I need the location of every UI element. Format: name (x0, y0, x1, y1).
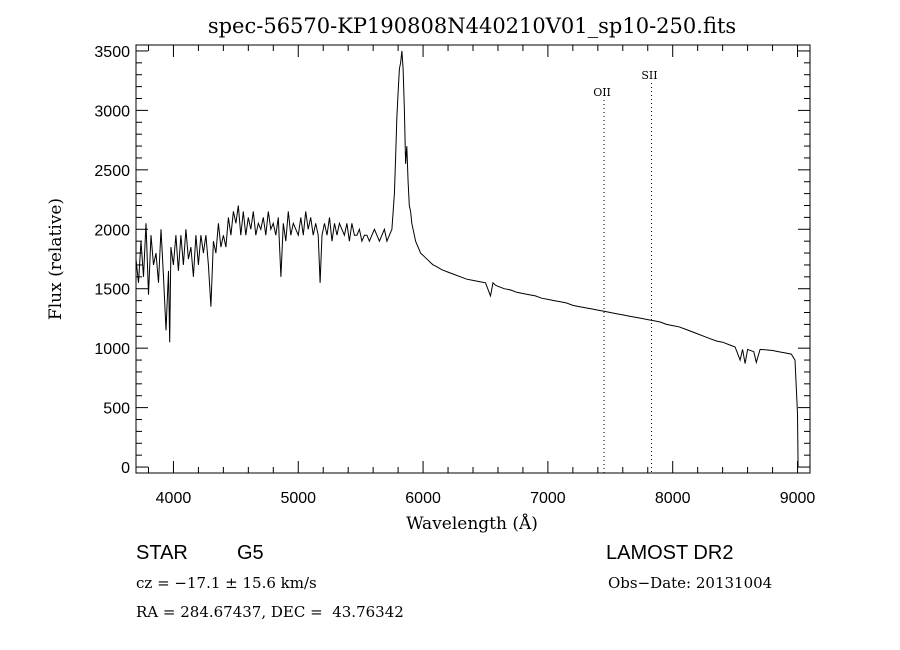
x-tick-label: 4000 (156, 490, 192, 507)
x-tick-label: 5000 (280, 490, 316, 507)
x-tick-label: 7000 (530, 490, 566, 507)
y-tick-label: 2500 (94, 163, 130, 180)
object-subclass: G5 (237, 542, 264, 564)
plot-frame (135, 44, 811, 474)
line-label-sii: SII (641, 69, 657, 82)
x-tick-labels: 4000 5000 6000 7000 8000 9000 (156, 490, 816, 507)
obs-date-label: Obs−Date: 20131004 (608, 574, 773, 592)
y-tick-labels: 0 500 1000 1500 2000 2500 3000 3500 (94, 44, 130, 477)
y-tick-label: 500 (103, 401, 130, 418)
y-tick-label: 1500 (94, 282, 130, 299)
x-tick-label: 6000 (405, 490, 441, 507)
y-tick-label: 0 (121, 460, 130, 477)
survey-label: LAMOST DR2 (606, 542, 734, 564)
x-tick-label: 8000 (655, 490, 691, 507)
coordinates-label: RA = 284.67437, DEC = 43.76342 (136, 603, 404, 621)
redshift-label: cz = −17.1 ± 15.6 km/s (136, 574, 317, 592)
x-tick-label: 9000 (780, 490, 816, 507)
x-axis-title: Wavelength (Å) (406, 513, 538, 534)
y-axis-title: Flux (relative) (46, 198, 66, 320)
axis-ticks (136, 45, 810, 473)
flux-spectrum-line (135, 50, 799, 468)
chart-title: spec-56570-KP190808N440210V01_sp10-250.f… (208, 14, 736, 38)
line-markers: OII SII (593, 69, 658, 473)
line-label-oii: OII (593, 86, 611, 99)
y-tick-label: 3500 (94, 44, 130, 61)
y-tick-label: 3000 (94, 103, 130, 120)
object-class: STAR (136, 542, 188, 564)
y-tick-label: 1000 (94, 341, 130, 358)
y-tick-label: 2000 (94, 222, 130, 239)
